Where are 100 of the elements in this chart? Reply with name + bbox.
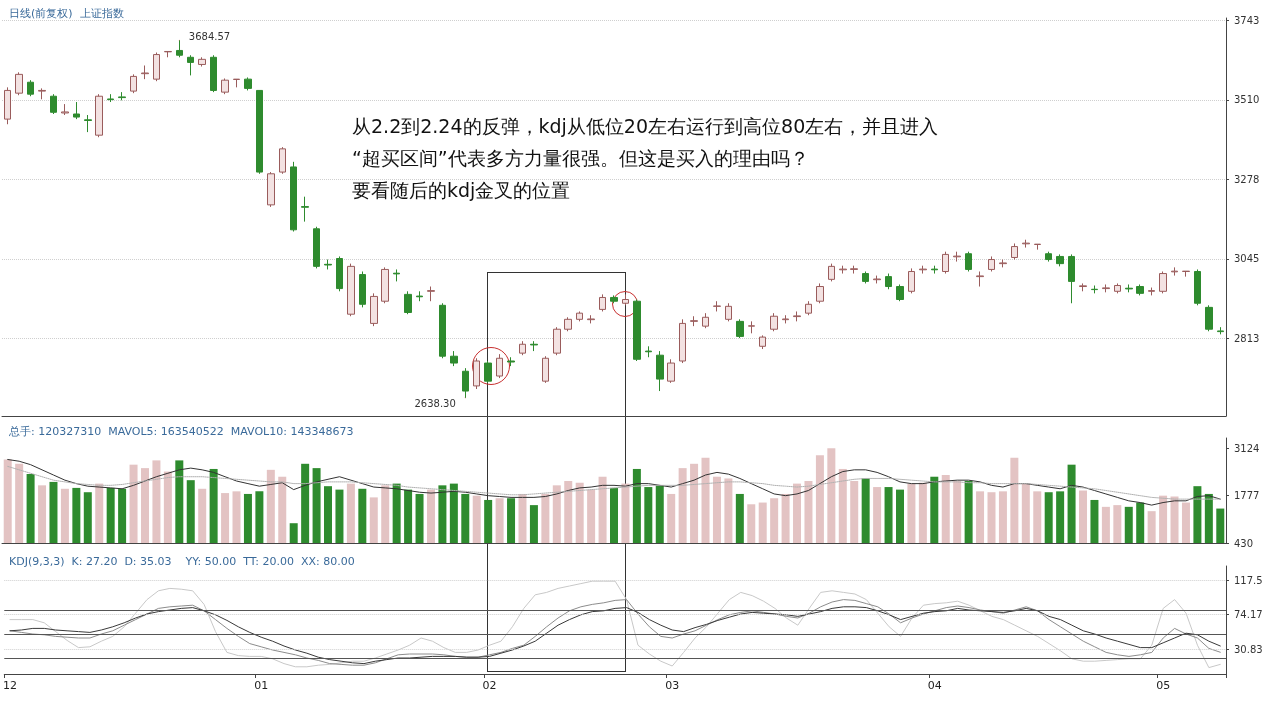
candlestick: [690, 315, 698, 327]
candlestick: [576, 310, 583, 322]
candlestick: [564, 316, 572, 332]
candlestick: [1205, 304, 1213, 332]
annotation: “超买区间”代表多方力量很强。但这是买入的理由吗？: [352, 147, 809, 169]
candlestick: [828, 263, 835, 282]
candlestick: [290, 161, 297, 233]
candlestick: [530, 340, 538, 352]
candlestick: [347, 263, 355, 317]
candlestick: [164, 50, 172, 58]
candlestick: [873, 275, 881, 284]
candlestick: [587, 314, 595, 324]
candlestick: [1011, 242, 1018, 261]
candlestick: [976, 270, 984, 288]
y-tick-label: 430: [1234, 537, 1254, 549]
candlestick: [381, 266, 389, 304]
chart-title: 总手: 120327310 MAVOL5: 163540522 MAVOL10: 143348673: [8, 425, 354, 438]
candlestick: [279, 146, 286, 175]
candlestick: [759, 334, 766, 350]
candlestick: [1194, 268, 1201, 306]
candlestick: [542, 355, 549, 384]
candlestick: [450, 350, 458, 367]
candlestick: [599, 293, 606, 312]
candlestick: [748, 320, 755, 334]
y-tick-label: 117.5: [1234, 574, 1263, 586]
candlestick: [736, 318, 744, 339]
candlestick: [221, 77, 229, 95]
candlestick: [610, 294, 618, 304]
y-tick-label: 30.83: [1234, 643, 1263, 655]
annotation: 要看随后的kdj金叉的位置: [352, 179, 571, 201]
candlestick: [233, 78, 240, 88]
candlestick: [931, 265, 938, 275]
y-tick-label: 3278: [1234, 173, 1260, 185]
candlestick: [153, 52, 160, 82]
candlestick: [725, 302, 732, 322]
candlestick: [301, 196, 309, 223]
candlestick: [95, 93, 103, 138]
candlestick: [439, 302, 446, 359]
candlestick: [1217, 326, 1224, 335]
candlestick: [359, 270, 366, 308]
chart-title: 日线(前复权) 上证指数: [9, 7, 124, 20]
y-tick-label: 2813: [1234, 332, 1260, 344]
x-tick-label: 01: [254, 679, 269, 692]
candlestick: [404, 290, 412, 315]
candlestick: [50, 93, 57, 115]
candlestick: [210, 54, 217, 93]
candlestick: [908, 267, 915, 294]
candlestick: [244, 76, 252, 91]
chart-title: KDJ(9,3,3) K: 27.20 D: 35.03 YY: 50.00 TT: 20.00 XX: 80.00: [9, 555, 355, 568]
candlestick: [1102, 283, 1110, 293]
candlestick: [1171, 266, 1178, 277]
candlestick: [416, 290, 423, 302]
candlestick: [702, 312, 709, 329]
candlestick: [942, 251, 949, 275]
candlestick: [1148, 287, 1155, 296]
candlestick: [187, 54, 194, 76]
candlestick: [988, 255, 995, 272]
candlestick: [336, 255, 343, 292]
annotation: 从2.2到2.24的反弹，kdj从低位20左右运行到高位80左右，并且进入: [352, 115, 939, 137]
candlestick: [713, 300, 721, 312]
candlestick: [496, 353, 503, 379]
candlestick: [427, 286, 435, 302]
candlestick: [107, 93, 114, 103]
candlestick: [1182, 270, 1190, 278]
candlestick: [862, 270, 869, 284]
x-tick-label: 04: [927, 679, 942, 692]
candlestick: [313, 226, 320, 269]
candlestick: [473, 357, 480, 390]
candlestick: [370, 292, 378, 327]
x-tick-label: 03: [665, 679, 680, 692]
candlestick: [679, 318, 686, 364]
candlestick: [770, 312, 778, 332]
candlestick: [507, 356, 515, 367]
candlestick: [256, 89, 263, 175]
candlestick: [1125, 283, 1133, 293]
candlestick: [850, 265, 858, 275]
candlestick: [622, 293, 629, 306]
candlestick: [953, 251, 961, 263]
candlestick: [965, 251, 972, 272]
line-series: [7, 465, 1221, 500]
candlestick: [73, 101, 80, 120]
candlestick: [1091, 285, 1098, 294]
candlestick: [84, 114, 92, 133]
candlestick: [393, 268, 400, 282]
candlestick: [782, 314, 789, 324]
candlestick: [1114, 282, 1121, 294]
candlestick: [633, 299, 641, 362]
candlestick: [4, 86, 11, 125]
y-tick-label: 3743: [1234, 14, 1260, 26]
candlestick: [656, 350, 664, 392]
candlestick: [1068, 253, 1075, 304]
annotation: 3684.57: [188, 30, 231, 42]
candlestick: [38, 87, 46, 100]
candlestick: [645, 345, 652, 358]
candlestick: [1079, 282, 1087, 292]
candlestick: [61, 103, 69, 116]
candlestick: [1022, 239, 1030, 249]
candlestick: [1136, 283, 1144, 296]
candlestick: [805, 300, 812, 316]
annotation: 2638.30: [414, 398, 456, 410]
